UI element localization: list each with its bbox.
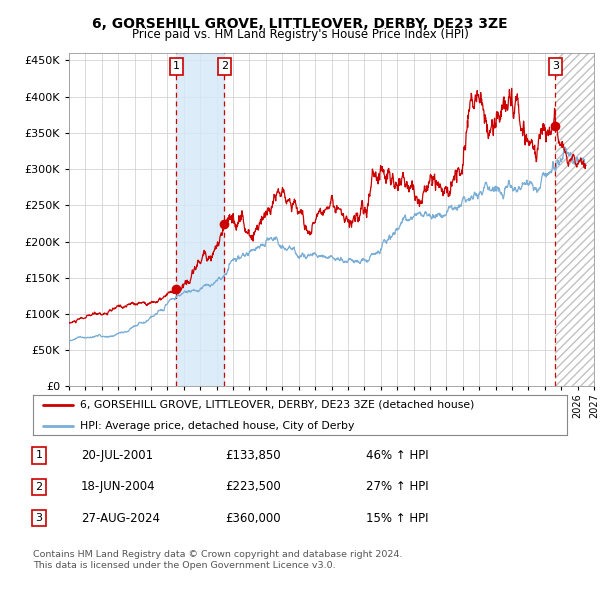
Text: 2: 2 — [221, 61, 228, 71]
Text: 6, GORSEHILL GROVE, LITTLEOVER, DERBY, DE23 3ZE (detached house): 6, GORSEHILL GROVE, LITTLEOVER, DERBY, D… — [80, 400, 475, 410]
Bar — [176, 53, 224, 386]
Text: HPI: Average price, detached house, City of Derby: HPI: Average price, detached house, City… — [80, 421, 355, 431]
Text: 46% ↑ HPI: 46% ↑ HPI — [366, 449, 428, 462]
Text: £223,500: £223,500 — [225, 480, 281, 493]
Text: £360,000: £360,000 — [225, 512, 281, 525]
Text: 20-JUL-2001: 20-JUL-2001 — [81, 449, 153, 462]
Text: 27% ↑ HPI: 27% ↑ HPI — [366, 480, 428, 493]
Text: Price paid vs. HM Land Registry's House Price Index (HPI): Price paid vs. HM Land Registry's House … — [131, 28, 469, 41]
Text: 27-AUG-2024: 27-AUG-2024 — [81, 512, 160, 525]
Text: 1: 1 — [35, 451, 43, 460]
Text: 15% ↑ HPI: 15% ↑ HPI — [366, 512, 428, 525]
Bar — [556, 53, 594, 386]
Text: 3: 3 — [552, 61, 559, 71]
Text: 3: 3 — [35, 513, 43, 523]
Text: 2: 2 — [35, 482, 43, 491]
Text: £133,850: £133,850 — [225, 449, 281, 462]
Text: This data is licensed under the Open Government Licence v3.0.: This data is licensed under the Open Gov… — [33, 560, 335, 570]
Text: 1: 1 — [173, 61, 180, 71]
Text: 18-JUN-2004: 18-JUN-2004 — [81, 480, 155, 493]
Text: Contains HM Land Registry data © Crown copyright and database right 2024.: Contains HM Land Registry data © Crown c… — [33, 550, 403, 559]
Text: 6, GORSEHILL GROVE, LITTLEOVER, DERBY, DE23 3ZE: 6, GORSEHILL GROVE, LITTLEOVER, DERBY, D… — [92, 17, 508, 31]
